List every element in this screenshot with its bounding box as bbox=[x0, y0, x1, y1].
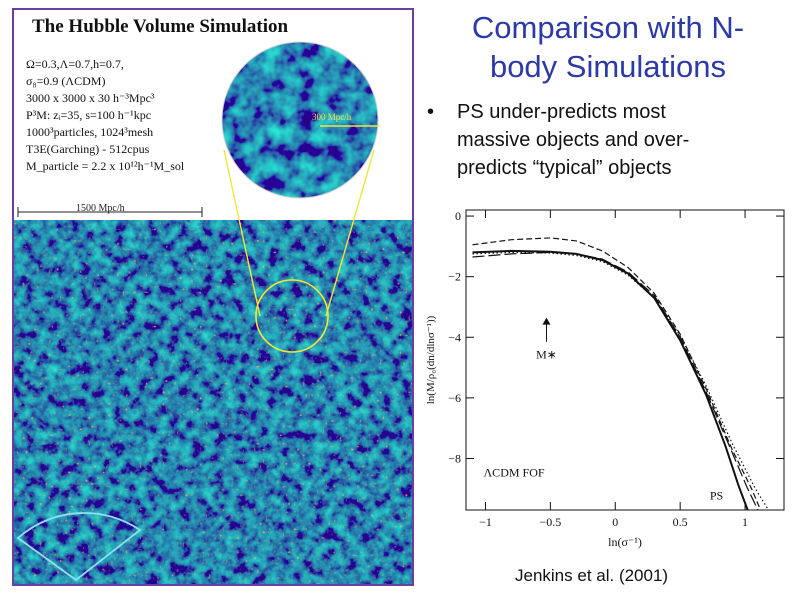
bullet-list: • PS under-predicts most massive objects… bbox=[427, 98, 782, 182]
y-tick-label: −6 bbox=[448, 391, 461, 405]
citation: Jenkins et al. (2001) bbox=[515, 566, 669, 585]
series-line bbox=[472, 249, 749, 511]
y-axis-label: ln(M/ρ₀(dn/dlnσ⁻¹)) bbox=[425, 315, 437, 404]
simulation-panel: The Hubble Volume Simulation Ω=0.3,Λ=0.7… bbox=[12, 8, 414, 586]
y-tick-label: −4 bbox=[448, 330, 461, 344]
x-tick-label: 1 bbox=[742, 515, 748, 529]
series-line bbox=[472, 251, 769, 511]
x-tick-label: −0.5 bbox=[539, 515, 561, 529]
x-tick-label: 0 bbox=[612, 515, 618, 529]
bullet-symbol: • bbox=[427, 101, 435, 123]
slide-title-line: body Simulations bbox=[489, 49, 727, 84]
bullet-line: PS under-predicts most bbox=[457, 101, 666, 123]
scale-bar: 1500 Mpc/h bbox=[16, 203, 206, 218]
series-line bbox=[472, 237, 762, 511]
scale-bar-line bbox=[17, 207, 203, 217]
chart-annotation: M∗ bbox=[536, 347, 557, 361]
param-line: T3E(Garching) - 512cpus bbox=[26, 142, 150, 156]
series-line bbox=[472, 251, 759, 511]
y-tick-label: 0 bbox=[455, 209, 461, 223]
slide-title: Comparison with N- body Simulations bbox=[436, 8, 780, 86]
y-tick-label: −8 bbox=[448, 451, 461, 465]
bullet-line: massive objects and over- bbox=[457, 129, 690, 151]
zoom-scale-label: 300 Mpc/h bbox=[312, 112, 352, 122]
chart-annotation: PS bbox=[710, 488, 723, 502]
mass-function-chart: −1 −0.5 0 0.5 1 0 −2 −4 −6 −8 ln(σ⁻¹) ln(M/ρ₀(dn/dl… bbox=[425, 209, 785, 549]
m-star-arrowhead bbox=[542, 317, 551, 325]
scale-label: 1500 Mpc/h bbox=[76, 203, 125, 214]
x-tick-label: 0.5 bbox=[673, 515, 688, 529]
slide-title-line: Comparison with N- bbox=[471, 10, 745, 45]
param-line: Ω=0.3,Λ=0.7,h=0.7, bbox=[26, 57, 124, 71]
x-tick-label: −1 bbox=[479, 515, 492, 529]
bullet-item: • PS under-predicts most massive objects… bbox=[427, 98, 782, 182]
param-line: σ₈=0.9 (ΛCDM) bbox=[26, 74, 106, 88]
simulation-parameters: Ω=0.3,Λ=0.7,h=0.7, σ₈=0.9 (ΛCDM) 3000 x … bbox=[26, 56, 241, 175]
param-line: P³M: zᵢ=35, s=100 h⁻¹kpc bbox=[26, 108, 152, 122]
y-tick-label: −2 bbox=[448, 270, 461, 284]
plot-frame bbox=[465, 209, 785, 511]
bullet-line: predicts “typical” objects bbox=[457, 157, 672, 179]
x-axis-label: ln(σ⁻¹) bbox=[608, 535, 642, 549]
simulation-title: The Hubble Volume Simulation bbox=[32, 16, 289, 37]
param-line: M_particle = 2.2 x 10¹²h⁻¹M_sol bbox=[26, 159, 185, 173]
simulation-density-map bbox=[14, 220, 412, 584]
param-line: 1000³particles, 1024³mesh bbox=[26, 125, 154, 139]
chart-annotation: ΛCDM FOF bbox=[483, 466, 544, 480]
param-line: 3000 x 3000 x 30 h⁻³Mpc³ bbox=[26, 91, 155, 105]
